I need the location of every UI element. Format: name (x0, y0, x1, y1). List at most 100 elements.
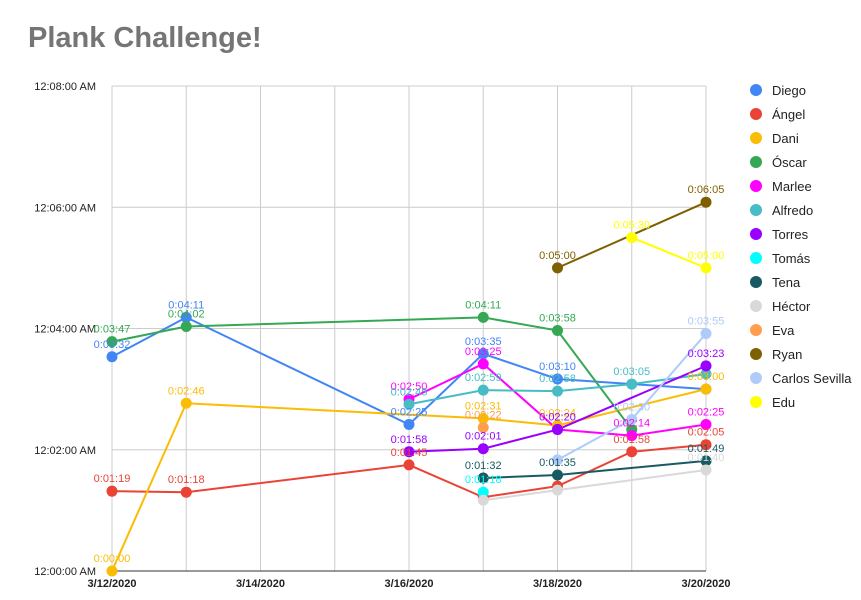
x-tick-label: 3/16/2020 (385, 578, 434, 590)
data-label: 0:02:58 (539, 373, 576, 385)
data-point (700, 368, 712, 380)
data-label: 0:03:10 (539, 361, 576, 373)
data-label: 0:03:05 (613, 366, 650, 378)
legend-label: Carlos Sevilla (772, 370, 852, 386)
data-point (477, 384, 489, 396)
data-point (700, 328, 712, 340)
legend-swatch (750, 132, 762, 144)
series-line (111, 316, 707, 426)
legend-swatch (750, 228, 762, 240)
data-label: 0:02:14 (613, 418, 650, 430)
data-point (403, 418, 415, 430)
x-tick-label: 3/14/2020 (236, 578, 285, 590)
data-point (626, 430, 638, 442)
data-label: 0:01:35 (539, 457, 576, 469)
x-tick-label: 3/20/2020 (682, 578, 731, 590)
data-point (477, 348, 489, 360)
data-point (180, 397, 192, 409)
data-label: 0:05:00 (688, 250, 725, 262)
data-point (700, 455, 712, 467)
y-tick-label: 12:08:00 AM (34, 81, 96, 93)
series-line (483, 468, 707, 502)
data-label: 0:01:58 (391, 434, 428, 446)
data-point (403, 446, 415, 458)
y-tick-label: 12:00:00 AM (34, 566, 96, 578)
x-tick-label: 3/18/2020 (533, 578, 582, 590)
legend-item: Alfredo (750, 198, 851, 222)
data-point (552, 325, 563, 337)
data-point (106, 336, 118, 348)
data-point (477, 412, 489, 424)
data-label: 0:02:30 (613, 401, 650, 413)
data-label: 0:03:25 (465, 346, 502, 358)
data-point (700, 439, 712, 451)
data-label: 0:02:24 (539, 408, 576, 420)
legend-swatch (750, 84, 762, 96)
data-label: 0:01:19 (94, 473, 131, 485)
legend-item: Tena (750, 270, 851, 294)
data-point (180, 311, 192, 323)
legend-label: Eva (772, 322, 795, 338)
data-label: 0:02:25 (688, 406, 725, 418)
data-point (106, 351, 118, 363)
legend-label: Tena (772, 274, 801, 290)
data-label: 0:03:55 (688, 316, 725, 328)
legend-item: Marlee (750, 174, 851, 198)
data-label: 0:03:32 (94, 339, 131, 351)
legend-swatch (750, 252, 762, 264)
data-label: 0:04:11 (168, 299, 204, 311)
data-point (477, 443, 489, 455)
legend-swatch (750, 348, 762, 360)
legend-item: Edu (750, 390, 851, 414)
data-label: 0:02:45 (391, 386, 428, 398)
legend-item: Óscar (750, 150, 851, 174)
data-label: 0:05:30 (613, 220, 650, 232)
data-point (477, 472, 489, 484)
data-point (626, 232, 638, 244)
grid-lines (111, 85, 707, 572)
x-tick-label: 3/12/2020 (88, 578, 137, 590)
data-label: 0:04:11 (465, 299, 501, 311)
legend-label: Óscar (772, 154, 807, 170)
data-point (552, 373, 563, 385)
legend-label: Dani (772, 130, 799, 146)
data-label: 0:03:58 (539, 313, 576, 325)
y-tick-label: 12:06:00 AM (34, 202, 96, 214)
data-label: 0:03:47 (94, 324, 131, 336)
chart-legend: Diego Ángel Dani Óscar Marlee Alfredo Torres To… (750, 78, 851, 414)
legend-swatch (750, 396, 762, 408)
legend-label: Marlee (772, 178, 812, 194)
data-label: 0:04:02 (168, 308, 205, 320)
data-point (552, 262, 563, 274)
legend-label: Torres (772, 226, 809, 242)
data-label: 0:02:20 (539, 412, 576, 424)
legend-swatch (750, 300, 762, 312)
legend-label: Diego (772, 82, 806, 98)
data-label: 0:01:49 (688, 443, 725, 455)
legend-item: Torres (750, 222, 851, 246)
data-label: 0:01:18 (465, 474, 502, 486)
legend-label: Edu (772, 394, 796, 410)
data-point (552, 424, 563, 436)
data-label: 0:01:40 (688, 452, 725, 464)
data-label: 0:02:05 (688, 427, 725, 439)
data-label: 0:01:45 (391, 447, 428, 459)
data-point (552, 469, 563, 481)
legend-item: Diego (750, 78, 851, 102)
legend-item: Eva (750, 318, 851, 342)
legend-item: Carlos Sevilla (750, 366, 851, 390)
data-point (403, 398, 415, 410)
data-label: 0:02:01 (465, 431, 502, 443)
data-point (552, 385, 563, 397)
data-label: 0:01:32 (465, 460, 502, 472)
data-labels: 0:03:32 0:04:11 0:02:25 0:03:35 0:03:10 0:01:… (94, 184, 725, 565)
y-tick-label: 12:04:00 AM (34, 324, 96, 336)
legend-swatch (750, 156, 762, 168)
data-label: 0:03:23 (688, 348, 725, 360)
legend-swatch (750, 372, 762, 384)
data-label: 0:02:59 (465, 372, 502, 384)
data-point (552, 484, 563, 496)
legend-swatch (750, 108, 762, 120)
legend-label: Ryan (772, 346, 803, 362)
